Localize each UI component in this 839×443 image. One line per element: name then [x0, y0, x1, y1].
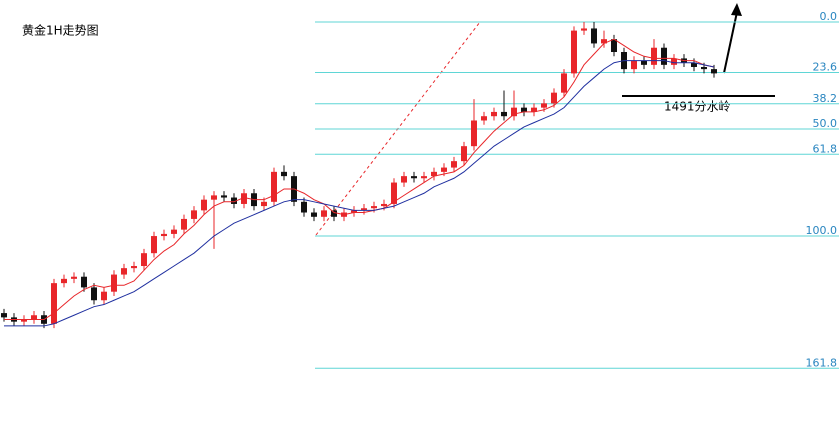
- candle-body: [491, 111, 497, 117]
- fib-label: 38.2: [813, 92, 838, 105]
- fib-label: 23.6: [813, 61, 838, 74]
- candle-body: [591, 28, 597, 44]
- candle-body: [581, 28, 587, 31]
- candle-body: [321, 210, 327, 217]
- fib-label: 0.0: [820, 10, 838, 23]
- candle-body: [211, 195, 217, 200]
- candle-body: [261, 201, 267, 207]
- trend-line: [315, 21, 481, 236]
- candle-body: [461, 146, 467, 162]
- arrow-head: [731, 3, 742, 16]
- candle-body: [231, 197, 237, 204]
- moving-average: [4, 38, 715, 321]
- annotation: 1491分水岭: [664, 100, 731, 114]
- candle-body: [31, 315, 37, 320]
- candle-body: [401, 176, 407, 183]
- chart-title: 黄金1H走势图: [22, 23, 99, 38]
- candle-body: [271, 171, 277, 202]
- candle-body: [121, 268, 127, 275]
- candle-body: [571, 30, 577, 74]
- candle-body: [101, 291, 107, 301]
- candle-body: [91, 287, 97, 301]
- candle-body: [351, 210, 357, 213]
- candle-body: [541, 103, 547, 108]
- candle-body: [331, 210, 337, 217]
- candle-body: [701, 66, 707, 70]
- candle-body: [631, 60, 637, 70]
- candle-body: [611, 39, 617, 53]
- candle-body: [691, 62, 697, 67]
- candle-body: [301, 201, 307, 213]
- candle-body: [1, 313, 7, 318]
- candle-body: [171, 229, 177, 234]
- candle-body: [431, 171, 437, 177]
- candle-body: [551, 92, 557, 104]
- candle-body: [651, 47, 657, 65]
- candle-body: [641, 60, 647, 65]
- candle-body: [711, 69, 717, 74]
- candle-body: [281, 171, 287, 177]
- candle-body: [451, 161, 457, 168]
- candle-body: [201, 199, 207, 211]
- candle-body: [421, 176, 427, 179]
- candle-body: [661, 47, 667, 65]
- candle-body: [71, 276, 77, 279]
- candle-body: [511, 107, 517, 117]
- candle-body: [471, 120, 477, 147]
- moving-average: [4, 60, 715, 327]
- candle-body: [141, 253, 147, 267]
- candle-body: [371, 206, 377, 209]
- candle-body: [131, 266, 137, 269]
- candle-body: [181, 218, 187, 230]
- candle-body: [561, 73, 567, 93]
- fib-label: 161.8: [806, 356, 838, 369]
- candle-body: [391, 182, 397, 204]
- candle-body: [361, 208, 367, 211]
- candle-body: [21, 319, 27, 322]
- candle-body: [671, 58, 677, 65]
- arrow: [723, 11, 738, 74]
- candle-body: [311, 212, 317, 217]
- candle-body: [111, 274, 117, 292]
- candle-body: [381, 203, 387, 207]
- candle-body: [81, 276, 87, 288]
- candle-body: [521, 107, 527, 112]
- candle-body: [51, 283, 57, 324]
- candle-body: [601, 39, 607, 44]
- fib-label: 100.0: [806, 224, 838, 237]
- candle-body: [61, 278, 67, 284]
- candle-body: [151, 236, 157, 254]
- fib-label: 61.8: [813, 142, 838, 155]
- candle-body: [501, 111, 507, 117]
- candle-body: [481, 116, 487, 121]
- candle-body: [441, 167, 447, 172]
- candle-body: [241, 193, 247, 204]
- candle-body: [411, 176, 417, 179]
- fib-label: 50.0: [813, 117, 838, 130]
- candle-body: [221, 195, 227, 198]
- candle-body: [161, 233, 167, 237]
- candle-body: [531, 107, 537, 112]
- candle-body: [191, 210, 197, 219]
